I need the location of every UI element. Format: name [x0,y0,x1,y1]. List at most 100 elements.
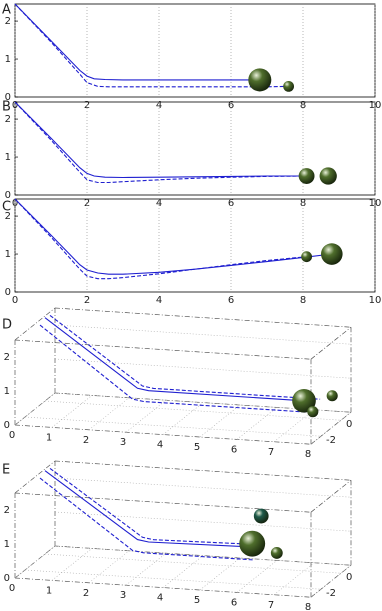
box-edge [14,545,56,579]
y-tick-label: 2 [5,114,11,125]
z-tick-label: 1 [4,386,10,397]
box-edge [310,479,352,513]
trajectory-line [39,324,307,413]
box-edge [14,492,312,513]
grid-line [310,564,352,598]
panel-letter: D [2,318,12,333]
y-tick-label: 2 [5,16,11,27]
y-tick-label: 0 [5,190,11,201]
sphere [283,80,294,92]
box-edge [14,392,56,426]
grid-line [236,560,278,593]
grid-line [14,392,56,426]
box-edge [54,545,352,566]
y-tick-label: 2 [5,211,11,222]
grid-line [14,545,56,579]
z-tick-label: 1 [4,539,10,550]
x-tick-label: 3 [120,437,126,448]
box-edge [14,339,312,360]
x-tick-label: 1 [46,585,52,596]
x-tick-label: 8 [300,295,306,306]
grid-line [125,399,167,433]
x-tick-label: 4 [156,198,162,209]
y-tick-label: 0 [5,92,11,103]
trajectory-line [14,198,307,280]
x-tick-label: 8 [305,449,311,460]
z-tick-label: 2 [4,352,10,363]
plot-frame [14,3,376,98]
y-tick-label: -2 [326,588,336,599]
grid-line [162,402,204,435]
box-edge [14,307,56,341]
x-tick-label: 1 [46,432,52,443]
grid-line [273,409,315,443]
y-tick-label: 1 [5,152,11,163]
box-edge [14,577,312,598]
sphere [270,547,283,559]
plot-frame [14,101,376,196]
y-tick-label: 1 [5,249,11,260]
grid-line [199,557,241,591]
panel-letter: B [2,100,11,115]
x-tick-label: 7 [268,447,274,458]
trajectory-line [14,101,307,184]
sphere [298,168,315,184]
z-tick-label: 0 [4,420,10,431]
grid-line [54,358,352,379]
grid-line [44,553,342,574]
panel-letter: C [2,200,11,215]
x-tick-label: 2 [83,588,89,599]
z-tick-label: 2 [4,505,10,516]
trajectory-line [49,314,321,400]
sphere [326,390,338,402]
grid-line [273,562,315,596]
x-tick-label: 0 [12,295,18,306]
sphere [292,388,316,413]
x-tick-label: 6 [228,295,234,306]
x-tick-label: 2 [83,435,89,446]
sphere [301,251,312,263]
box-edge [14,424,312,445]
x-tick-label: 6 [231,444,237,455]
trajectory-line [14,101,307,179]
grid-line [51,548,93,581]
x-tick-label: 6 [228,198,234,209]
x-tick-label: 5 [194,595,200,606]
trajectory-line [39,477,255,561]
panel-letter: A [2,3,11,18]
grid-line [88,397,130,431]
sphere [253,508,269,524]
trajectory-line [14,198,332,275]
grid-line [162,555,204,588]
x-tick-label: 8 [300,198,306,209]
sphere [307,406,319,418]
trajectory-line [44,470,249,548]
grid-line [236,407,278,440]
grid-line [54,511,352,532]
x-tick-label: 0 [9,583,15,594]
box-edge [54,460,352,481]
z-tick-label: 0 [4,573,10,584]
y-tick-label: 1 [5,54,11,65]
y-tick-label: 0 [346,419,352,430]
box-edge [14,460,56,494]
x-tick-label: 10 [369,295,382,306]
x-tick-label: 4 [157,440,163,451]
x-tick-label: 3 [120,590,126,601]
grid-line [54,477,352,498]
trajectory-line [44,317,305,402]
y-tick-label: 0 [5,287,11,298]
sphere [248,68,272,92]
y-tick-label: 0 [346,572,352,583]
grid-line [125,552,167,586]
sphere [239,530,266,557]
x-tick-label: 2 [84,295,90,306]
grid-line [88,550,130,584]
grid-line [51,395,93,428]
box-edge [54,307,352,328]
x-tick-label: 4 [156,295,162,306]
box-edge [310,326,352,360]
x-tick-label: 2 [84,198,90,209]
sphere [319,167,337,185]
